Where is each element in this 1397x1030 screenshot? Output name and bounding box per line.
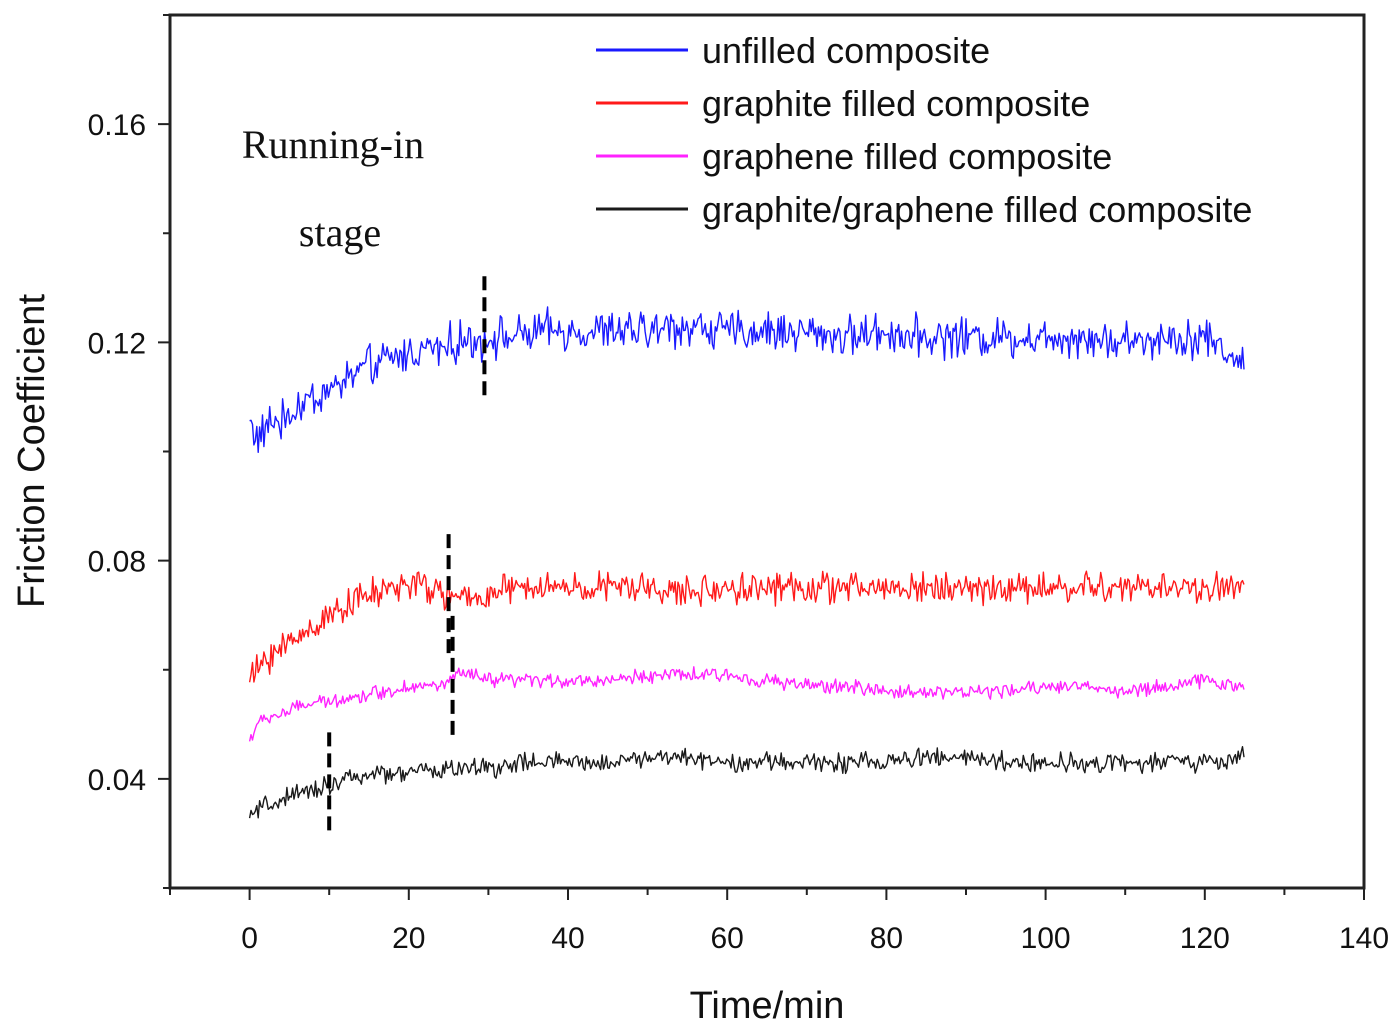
x-axis: 0 20 40 60 80 100 120 140 <box>169 888 1389 955</box>
x-tick-label: 80 <box>870 922 903 955</box>
annotation-line2: stage <box>299 210 381 255</box>
y-axis-title: Friction Coefficient <box>11 294 53 608</box>
x-tick-label: 140 <box>1339 922 1389 955</box>
x-tick-label: 20 <box>392 922 425 955</box>
series-line-1 <box>248 570 1245 683</box>
y-axis: 0.04 0.08 0.12 0.16 <box>88 14 170 889</box>
y-tick-label: 0.04 <box>88 764 146 797</box>
series-line-0 <box>249 306 1245 453</box>
legend: unfilled composite graphite filled compos… <box>596 30 1252 230</box>
running-in-markers <box>327 276 487 837</box>
x-tick-label: 40 <box>551 922 584 955</box>
series-layer <box>248 306 1245 819</box>
x-tick-label: 60 <box>711 922 744 955</box>
legend-label: graphite filled composite <box>702 83 1090 124</box>
y-tick-label: 0.08 <box>88 546 146 579</box>
x-tick-label: 120 <box>1180 922 1230 955</box>
y-tick-label: 0.16 <box>88 109 146 142</box>
legend-label: graphene filled composite <box>702 136 1112 177</box>
x-tick-label: 0 <box>241 922 258 955</box>
legend-label: graphite/graphene filled composite <box>702 189 1252 230</box>
x-tick-label: 100 <box>1021 922 1071 955</box>
series-line-3 <box>248 746 1245 819</box>
y-tick-label: 0.12 <box>88 327 146 360</box>
series-line-2 <box>248 666 1245 742</box>
annotation-line1: Running-in <box>242 122 424 167</box>
x-axis-title: Time/min <box>690 985 845 1027</box>
legend-label: unfilled composite <box>702 30 990 71</box>
